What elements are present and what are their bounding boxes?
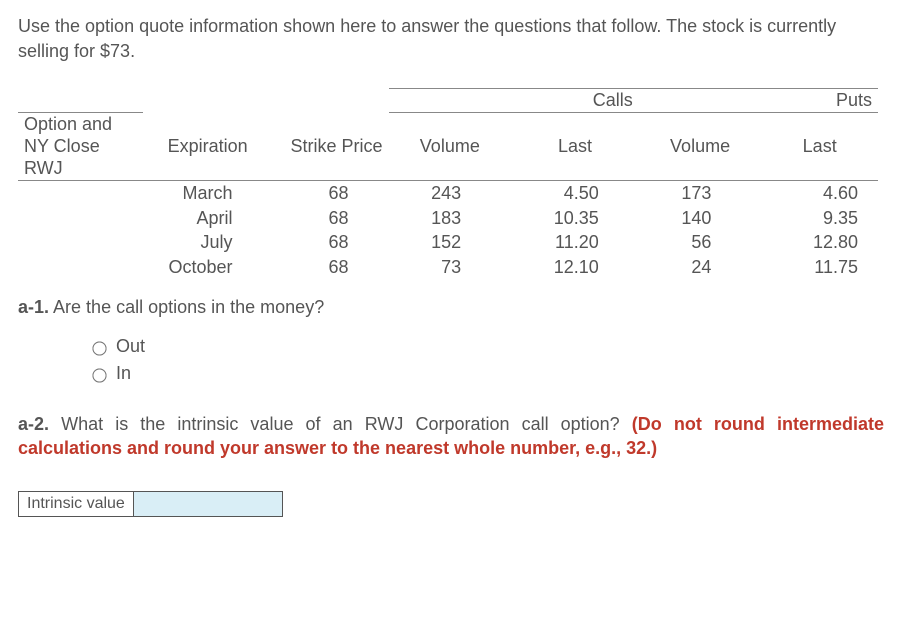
col1-line2: NY Close xyxy=(24,136,100,156)
intrinsic-value-label: Intrinsic value xyxy=(18,491,134,517)
table-row: October687312.102411.75 xyxy=(18,255,878,280)
col-put-volume: Volume xyxy=(639,113,762,181)
question-a1: a-1. Are the call options in the money? xyxy=(18,297,884,318)
col1-line1: Option and xyxy=(24,114,112,134)
col-put-last: Last xyxy=(761,113,878,181)
col-strike: Strike Price xyxy=(273,113,389,181)
col-call-volume: Volume xyxy=(389,113,512,181)
q2-label: a-2. xyxy=(18,414,49,434)
option-quote-table: Calls Puts Option and NY Close RWJ Expir… xyxy=(18,88,878,279)
q1-label: a-1. xyxy=(18,297,49,317)
table-row: March682434.501734.60 xyxy=(18,181,878,206)
q2-text: What is the intrinsic value of an RWJ Co… xyxy=(61,414,620,434)
calls-header: Calls xyxy=(389,89,639,113)
col1-line3: RWJ xyxy=(24,158,63,178)
col-call-last: Last xyxy=(511,113,639,181)
radio-out-label: Out xyxy=(116,336,145,357)
question-a2: a-2. What is the intrinsic value of an R… xyxy=(18,412,884,461)
radio-in-label: In xyxy=(116,363,131,384)
intrinsic-value-input[interactable] xyxy=(134,491,283,517)
radio-out[interactable] xyxy=(92,341,106,355)
q1-text: Are the call options in the money? xyxy=(53,297,324,317)
puts-header: Puts xyxy=(639,89,878,113)
table-row: July6815211.205612.80 xyxy=(18,230,878,255)
col-expiration: Expiration xyxy=(143,113,273,181)
radio-in[interactable] xyxy=(92,368,106,382)
intro-text: Use the option quote information shown h… xyxy=(18,14,884,64)
table-row: April6818310.351409.35 xyxy=(18,206,878,231)
